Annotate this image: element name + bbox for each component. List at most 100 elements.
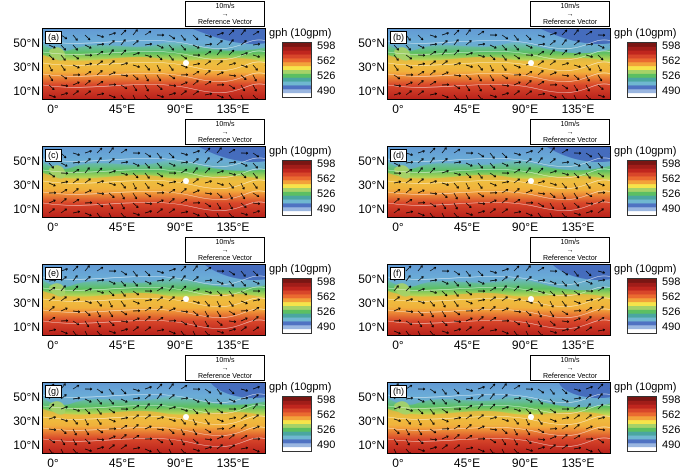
x-tick-label: 45°E <box>108 220 136 234</box>
x-tick-label: 135°E <box>216 220 250 234</box>
reference-vector-box: 10m/s → Reference Vector <box>185 355 265 381</box>
colorbar-tick-label: 598 <box>662 40 681 52</box>
x-tick-label: 90°E <box>166 102 194 116</box>
reference-vector-title: Reference Vector <box>197 137 253 144</box>
panel-d: 10m/s→Reference Vector(d)60°N50°N30°N10°… <box>345 118 690 236</box>
location-marker <box>183 414 189 420</box>
y-tick-label: 50°N <box>358 36 385 50</box>
x-tick-label: 0° <box>392 220 404 234</box>
y-tick-label: 10°N <box>13 84 40 98</box>
colorbar-title: gph (10gpm) <box>269 27 332 39</box>
colorbar-tick-label: 562 <box>317 291 336 303</box>
reference-vector-arrow: → <box>221 129 229 136</box>
reference-vector-speed: 10m/s <box>215 3 235 10</box>
x-tick-label: 0° <box>47 338 59 352</box>
panel-f: 10m/s→Reference Vector(f)60°N50°N30°N10°… <box>345 236 690 354</box>
colorbar <box>282 396 312 452</box>
y-tick-label: 30°N <box>13 60 40 74</box>
reference-vector-title: Reference Vector <box>197 19 253 26</box>
panel-b: 10m/s→Reference Vector(b)60°N50°N30°N10°… <box>345 0 690 118</box>
x-tick-label: 135°E <box>216 338 250 352</box>
y-tick-label: 10°N <box>358 438 385 452</box>
y-tick-label: 30°N <box>358 178 385 192</box>
colorbar-tick-label: 526 <box>317 70 336 82</box>
colorbar-tick-label: 526 <box>662 188 681 200</box>
location-marker <box>183 60 189 66</box>
colorbar-tick-label: 490 <box>317 439 336 451</box>
reference-vector-title: Reference Vector <box>542 255 598 262</box>
reference-vector-speed: 10m/s <box>560 357 580 364</box>
y-tick-label: 50°N <box>358 272 385 286</box>
colorbar-tick-label: 598 <box>662 158 681 170</box>
reference-vector-box: 10m/s → Reference Vector <box>185 1 265 27</box>
gph-wind-map: (e) <box>42 264 266 336</box>
x-tick-label: 45°E <box>453 102 481 116</box>
colorbar-tick-label: 562 <box>662 409 681 421</box>
y-tick-label: 30°N <box>13 178 40 192</box>
panel-label: (g) <box>45 385 62 398</box>
x-tick-label: 45°E <box>453 220 481 234</box>
reference-vector-box: 10m/s → Reference Vector <box>530 237 610 263</box>
colorbar-tick-label: 526 <box>317 424 336 436</box>
y-tick-label: 50°N <box>358 154 385 168</box>
colorbar-tick-label: 598 <box>317 276 336 288</box>
colorbar-tick-label: 598 <box>317 158 336 170</box>
gph-wind-map: (f) <box>387 264 611 336</box>
reference-vector-arrow: → <box>566 129 574 136</box>
x-tick-label: 0° <box>392 338 404 352</box>
colorbar-tick-label: 598 <box>662 276 681 288</box>
colorbar <box>282 42 312 98</box>
gph-wind-map: (b) <box>387 28 611 100</box>
y-tick-label: 10°N <box>13 320 40 334</box>
colorbar-tick-label: 490 <box>662 85 681 97</box>
colorbar-title: gph (10gpm) <box>614 27 677 39</box>
colorbar-tick-label: 490 <box>317 203 336 215</box>
reference-vector-speed: 10m/s <box>560 121 580 128</box>
colorbar-title: gph (10gpm) <box>269 263 332 275</box>
x-tick-label: 135°E <box>561 456 595 470</box>
x-tick-label: 0° <box>392 456 404 470</box>
y-tick-label: 50°N <box>13 272 40 286</box>
colorbar-tick-label: 490 <box>317 85 336 97</box>
colorbar-title: gph (10gpm) <box>269 381 332 393</box>
colorbar-tick-label: 490 <box>662 439 681 451</box>
reference-vector-title: Reference Vector <box>197 373 253 380</box>
colorbar <box>282 278 312 334</box>
colorbar <box>282 160 312 216</box>
y-tick-label: 10°N <box>358 202 385 216</box>
x-tick-label: 135°E <box>216 456 250 470</box>
colorbar-tick-label: 562 <box>317 409 336 421</box>
colorbar-tick-label: 562 <box>662 173 681 185</box>
y-tick-label: 30°N <box>13 414 40 428</box>
panel-label: (a) <box>45 31 62 44</box>
colorbar-title: gph (10gpm) <box>614 381 677 393</box>
location-marker <box>528 414 534 420</box>
colorbar-tick-label: 598 <box>662 394 681 406</box>
x-tick-label: 90°E <box>166 456 194 470</box>
y-tick-label: 10°N <box>358 84 385 98</box>
reference-vector-title: Reference Vector <box>542 137 598 144</box>
reference-vector-box: 10m/s → Reference Vector <box>185 237 265 263</box>
colorbar <box>627 278 657 334</box>
colorbar-tick-label: 562 <box>662 55 681 67</box>
gph-wind-map: (h) <box>387 382 611 454</box>
reference-vector-box: 10m/s → Reference Vector <box>530 119 610 145</box>
y-tick-label: 50°N <box>13 36 40 50</box>
reference-vector-title: Reference Vector <box>197 255 253 262</box>
reference-vector-box: 10m/s → Reference Vector <box>530 1 610 27</box>
y-tick-label: 50°N <box>358 390 385 404</box>
colorbar-tick-label: 490 <box>317 321 336 333</box>
colorbar-tick-label: 526 <box>662 424 681 436</box>
reference-vector-arrow: → <box>566 11 574 18</box>
x-tick-label: 45°E <box>453 456 481 470</box>
y-tick-label: 50°N <box>13 390 40 404</box>
reference-vector-arrow: → <box>221 11 229 18</box>
y-tick-label: 10°N <box>13 202 40 216</box>
colorbar-tick-label: 526 <box>662 306 681 318</box>
x-tick-label: 135°E <box>561 220 595 234</box>
panel-label: (c) <box>45 149 62 162</box>
x-tick-label: 90°E <box>511 220 539 234</box>
y-tick-label: 50°N <box>13 154 40 168</box>
reference-vector-speed: 10m/s <box>215 357 235 364</box>
x-tick-label: 90°E <box>511 102 539 116</box>
